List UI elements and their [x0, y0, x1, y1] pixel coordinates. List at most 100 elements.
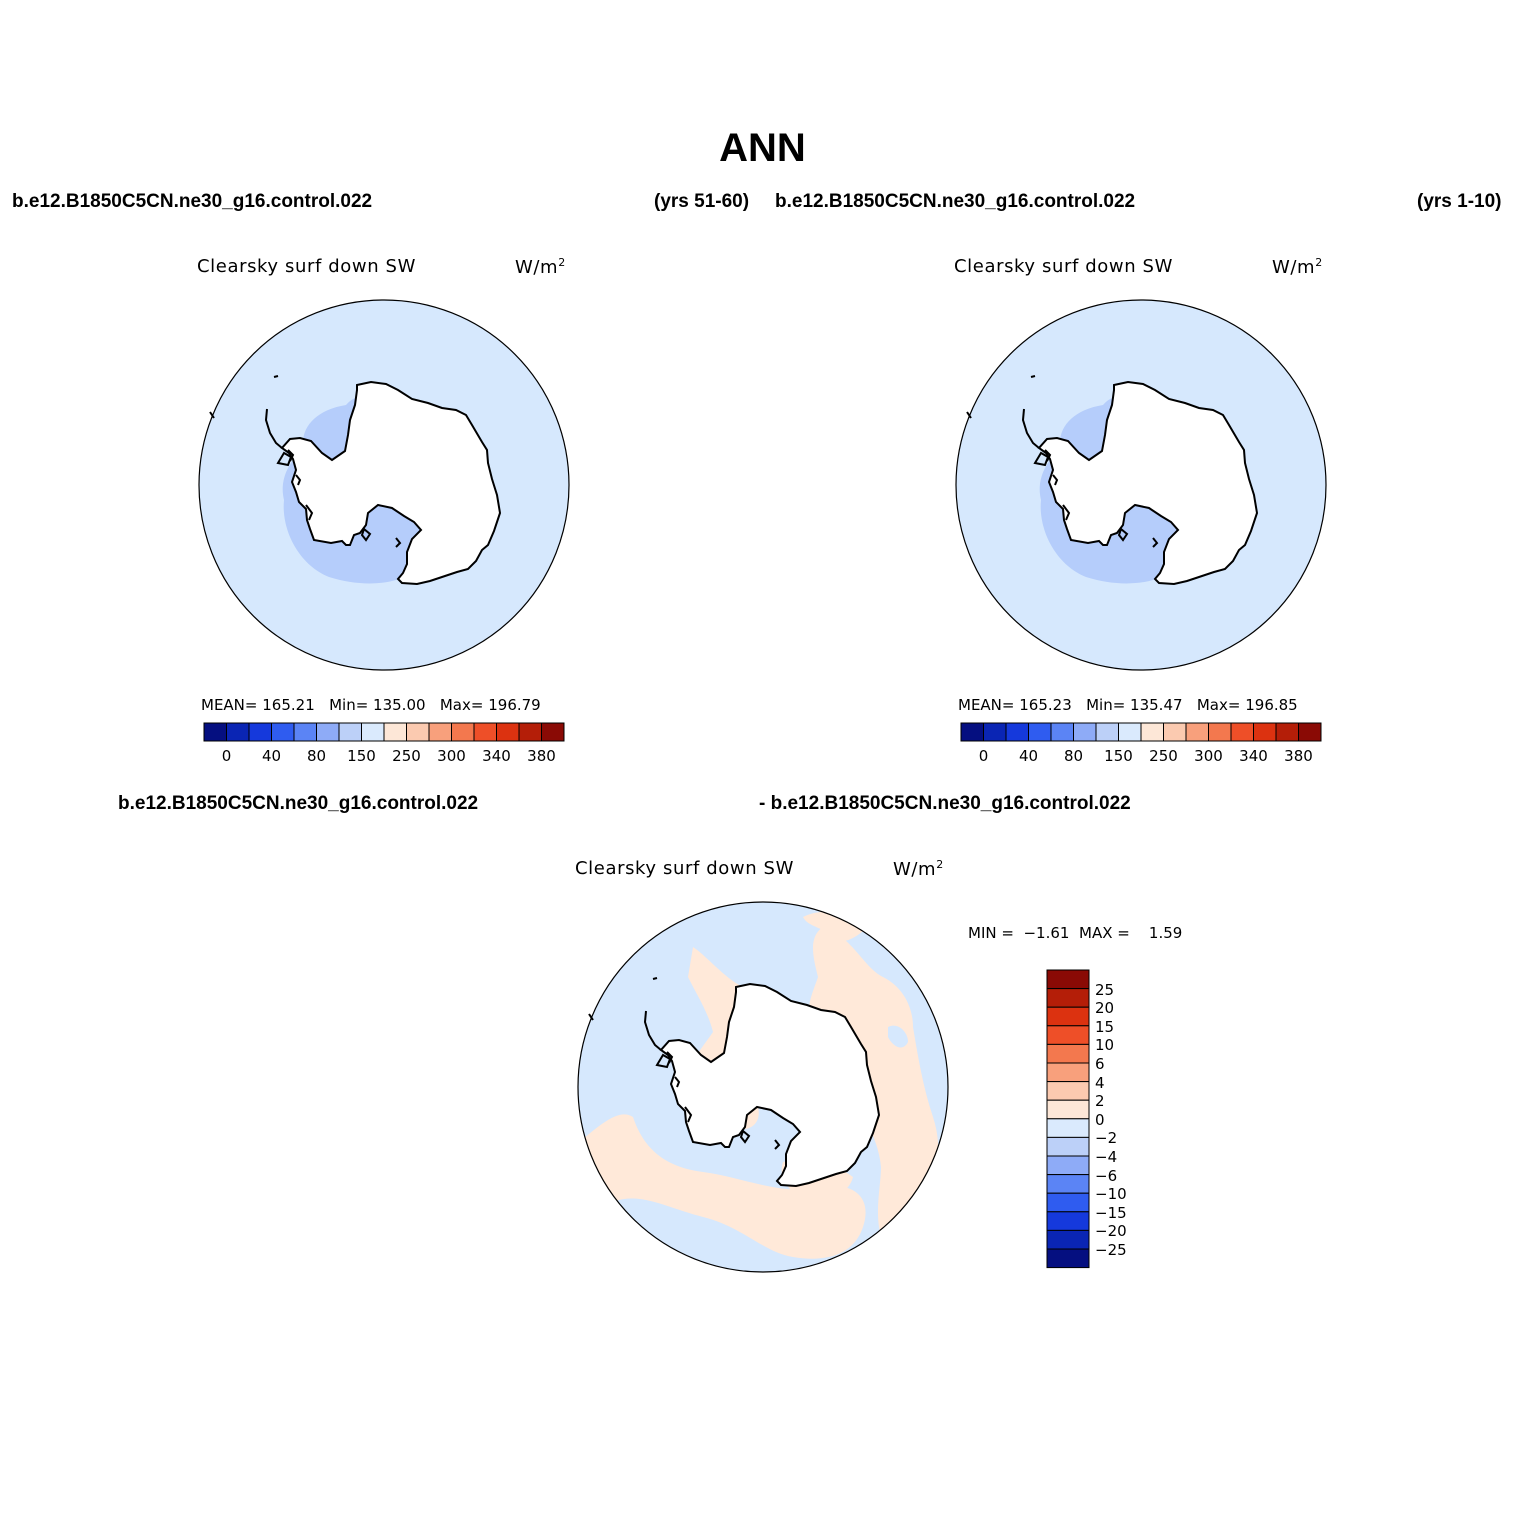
colorbar-tick-label: 20 — [1095, 999, 1115, 1018]
colorbar-box — [406, 722, 430, 742]
panel1-years: (yrs 51-60) — [654, 191, 750, 212]
colorbar-tick-label: −15 — [1095, 1203, 1127, 1222]
colorbar-box — [1095, 722, 1119, 742]
colorbar-tick-label: −20 — [1095, 1222, 1127, 1241]
colorbar-box — [338, 722, 362, 742]
colorbar-tick-label: 80 — [1063, 747, 1084, 765]
panel2-case-name: b.e12.B1850C5CN.ne30_g16.control.022 — [775, 191, 1136, 212]
diff-case-b: - b.e12.B1850C5CN.ne30_g16.control.022 — [759, 793, 1131, 814]
colorbar-box — [1253, 722, 1277, 742]
colorbar-tick-label: 40 — [261, 747, 282, 765]
panel2-colorbar — [960, 722, 1322, 742]
diff-map — [577, 901, 949, 1273]
colorbar-box — [248, 722, 272, 742]
colorbar-tick-label: 300 — [437, 747, 466, 765]
colorbar-box — [1275, 722, 1299, 742]
colorbar-box — [1073, 722, 1097, 742]
colorbar-tick-label: 340 — [1239, 747, 1268, 765]
panel1-map — [198, 299, 570, 671]
colorbar-box — [1230, 722, 1254, 742]
colorbar-tick-label: 40 — [1018, 747, 1039, 765]
colorbar-box — [1046, 1248, 1090, 1269]
panel2-map — [955, 299, 1327, 671]
panel2-years: (yrs 1-10) — [1417, 191, 1502, 212]
colorbar-box — [960, 722, 984, 742]
colorbar-tick-label: 0 — [978, 747, 989, 765]
diff-units: W/m2 — [893, 858, 944, 880]
colorbar-tick-label: 250 — [392, 747, 421, 765]
colorbar-box — [496, 722, 520, 742]
colorbar-tick-label: 6 — [1095, 1055, 1105, 1073]
colorbar-tick-label: 150 — [1104, 747, 1133, 765]
colorbar-tick-label: 80 — [306, 747, 327, 765]
colorbar-box — [1118, 722, 1142, 742]
diff-variable-title: Clearsky surf down SW — [575, 858, 794, 879]
colorbar-box — [1046, 988, 1090, 1008]
colorbar-box — [541, 722, 565, 742]
colorbar-box — [1298, 722, 1322, 742]
colorbar-box — [1046, 1081, 1090, 1101]
colorbar-tick-label: −25 — [1095, 1241, 1127, 1259]
colorbar-tick-label: 0 — [221, 747, 232, 765]
panel1-stats: MEAN= 165.21 Min= 135.00 Max= 196.79 — [201, 696, 541, 714]
colorbar-tick-label: −2 — [1095, 1129, 1118, 1148]
panel2-variable-title: Clearsky surf down SW — [954, 256, 1173, 277]
colorbar-tick-label: −6 — [1095, 1166, 1118, 1185]
colorbar-tick-label: 25 — [1095, 980, 1115, 999]
colorbar-box — [383, 722, 407, 742]
colorbar-tick-label: −10 — [1095, 1185, 1127, 1204]
diff-stats: MIN = −1.61 MAX = 1.59 — [968, 924, 1183, 942]
colorbar-tick-label: 2 — [1095, 1092, 1105, 1111]
colorbar-tick-label: 380 — [527, 747, 556, 765]
colorbar-box — [1046, 1136, 1090, 1157]
panel1-units: W/m2 — [515, 256, 566, 278]
colorbar-tick-label: 10 — [1095, 1036, 1115, 1055]
colorbar-tick-label: 300 — [1194, 747, 1223, 765]
colorbar-tick-label: 15 — [1095, 1017, 1115, 1036]
colorbar-box — [983, 722, 1007, 742]
colorbar-box — [1046, 1211, 1090, 1231]
figure-title: ANN — [719, 126, 806, 170]
panel1-variable-title: Clearsky surf down SW — [197, 256, 416, 277]
colorbar-box — [293, 722, 317, 742]
colorbar-box — [1208, 722, 1232, 742]
colorbar-box — [1163, 722, 1187, 742]
panel1-case-name: b.e12.B1850C5CN.ne30_g16.control.022 — [12, 191, 373, 212]
diff-case-a: b.e12.B1850C5CN.ne30_g16.control.022 — [118, 793, 479, 814]
colorbar-box — [428, 722, 452, 742]
colorbar-box — [1046, 1155, 1090, 1176]
colorbar-tick-label: 340 — [482, 747, 511, 765]
panel1-colorbar — [203, 722, 565, 742]
colorbar-box — [1005, 722, 1029, 742]
colorbar-box — [1046, 1025, 1090, 1045]
panel2-units: W/m2 — [1272, 256, 1323, 278]
colorbar-box — [1046, 1118, 1090, 1138]
diff-colorbar — [1046, 969, 1090, 1269]
colorbar-box — [361, 722, 385, 742]
colorbar-box — [1046, 1006, 1090, 1027]
colorbar-box — [1028, 722, 1052, 742]
colorbar-box — [316, 722, 340, 742]
colorbar-box — [1046, 1043, 1090, 1064]
colorbar-tick-label: 380 — [1284, 747, 1313, 765]
colorbar-box — [1185, 722, 1209, 742]
colorbar-box — [1046, 1099, 1090, 1120]
colorbar-box — [473, 722, 497, 742]
colorbar-box — [1046, 969, 1090, 990]
colorbar-box — [1046, 1192, 1090, 1213]
colorbar-box — [226, 722, 250, 742]
colorbar-box — [1046, 1174, 1090, 1194]
colorbar-box — [1046, 1229, 1090, 1250]
colorbar-tick-label: 250 — [1149, 747, 1178, 765]
panel2-stats: MEAN= 165.23 Min= 135.47 Max= 196.85 — [958, 696, 1298, 714]
colorbar-tick-label: −4 — [1095, 1148, 1118, 1166]
colorbar-tick-label: 4 — [1095, 1073, 1105, 1092]
colorbar-box — [203, 722, 227, 742]
colorbar-box — [1140, 722, 1164, 742]
colorbar-box — [518, 722, 542, 742]
colorbar-tick-label: 150 — [347, 747, 376, 765]
colorbar-box — [1050, 722, 1074, 742]
colorbar-box — [271, 722, 295, 742]
colorbar-tick-label: 0 — [1095, 1110, 1105, 1129]
